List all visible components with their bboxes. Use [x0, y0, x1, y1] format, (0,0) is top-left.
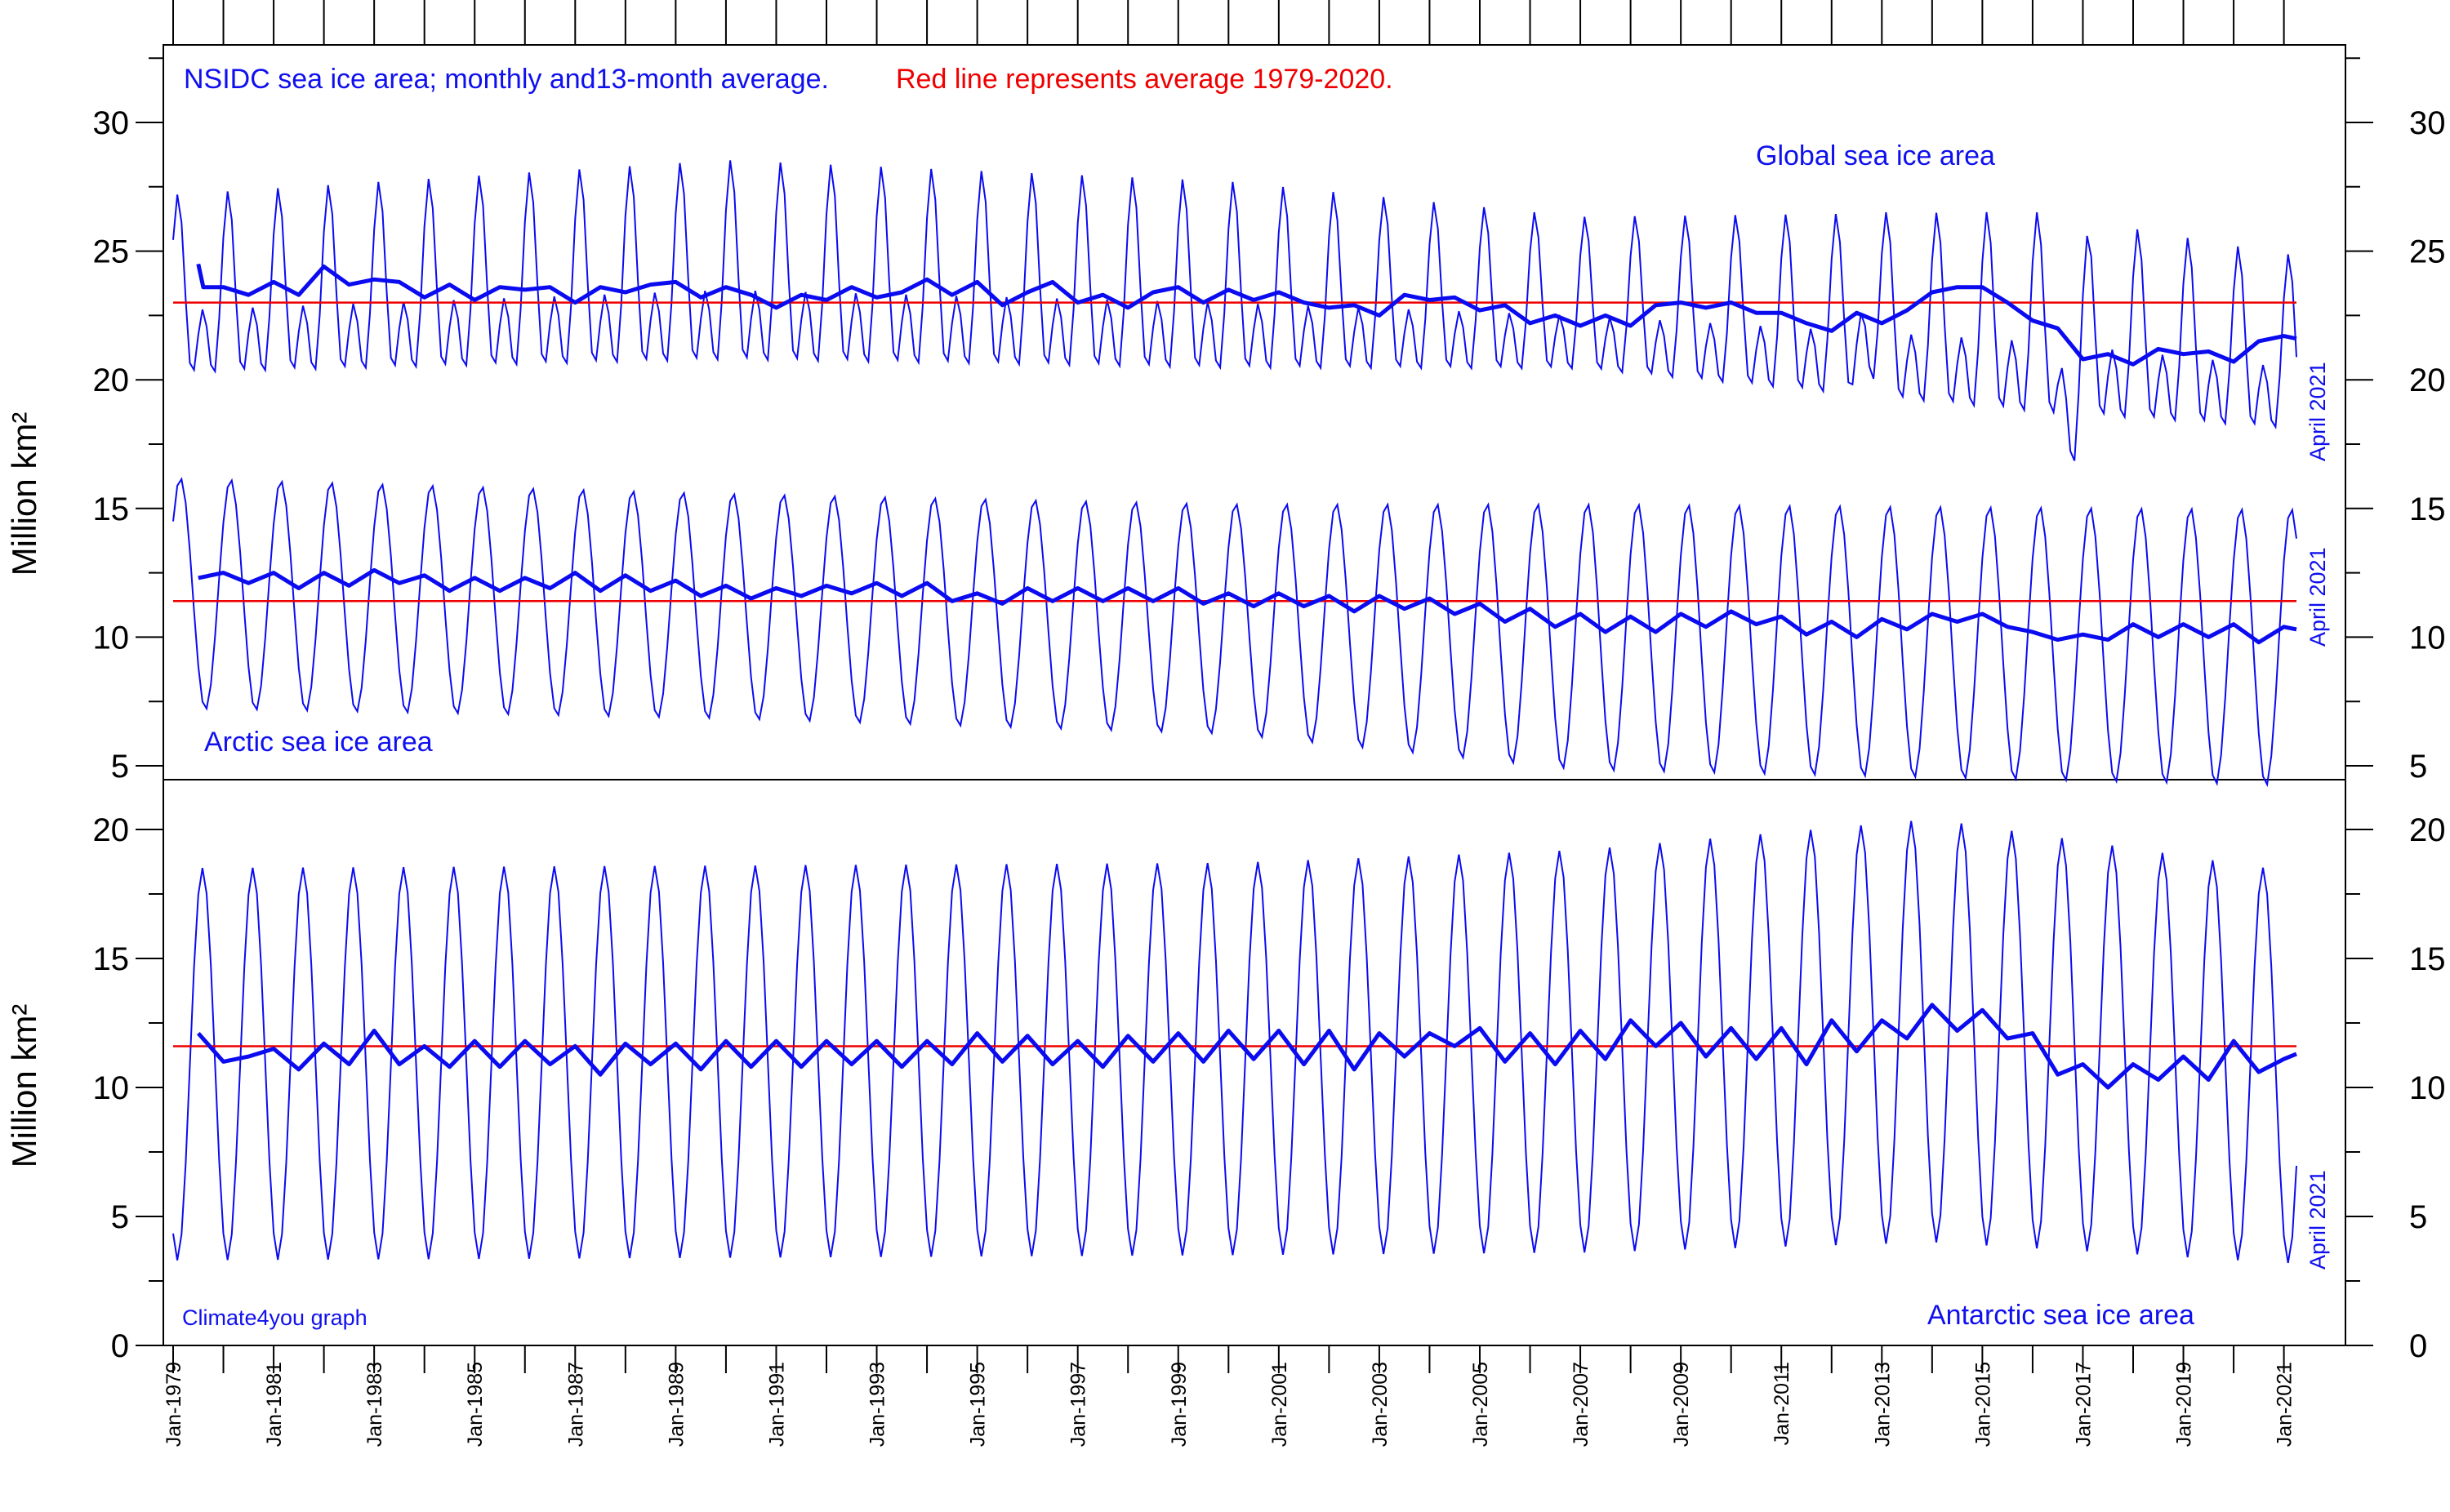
x-tick-label: Jan-2013 [1871, 1362, 1894, 1447]
monthly-line-1 [172, 477, 2297, 788]
y-tick-label-right: 15 [2409, 491, 2446, 527]
y-tick-label-right: 30 [2409, 105, 2446, 141]
y-tick-label-left: 20 [93, 812, 130, 848]
plot-frame [163, 44, 2346, 1346]
chart-title-red: Red line represents average 1979-2020. [896, 64, 1393, 95]
y-tick-label-right: 25 [2409, 234, 2446, 270]
avg13-line-0 [196, 263, 2297, 367]
avg13-line-0 [196, 1003, 2297, 1090]
monthly-line-0 [172, 820, 2297, 1264]
x-tick-label: Jan-1983 [363, 1362, 386, 1447]
x-tick-label: Jan-2015 [1971, 1362, 1994, 1447]
x-tick-label: Jan-2007 [1570, 1362, 1592, 1447]
x-tick-label: Jan-2011 [1771, 1362, 1793, 1445]
y-tick-label-left: 5 [111, 749, 129, 785]
y-tick-label-left: 5 [111, 1199, 129, 1235]
y-tick-label-left: 0 [111, 1328, 129, 1364]
panel-bottom: 0 0 5 5 10 10 15 15 20 20 [93, 812, 2446, 1364]
x-tick-label: Jan-1981 [263, 1362, 286, 1447]
x-tick-label: Jan-2021 [2274, 1362, 2296, 1447]
y-tick-label-right: 10 [2409, 1070, 2446, 1106]
y-axis-label-top: Million km² [5, 412, 43, 576]
antarctic-series-label: Antarctic sea ice area [1927, 1300, 2194, 1331]
x-tick-label: Jan-1989 [665, 1362, 688, 1447]
global-end-label: April 2021 [2305, 362, 2330, 461]
arctic-series-label: Arctic sea ice area [204, 727, 433, 758]
y-tick-label-right: 5 [2409, 749, 2427, 785]
y-tick-label-right: 15 [2409, 941, 2446, 977]
x-tick-label: Jan-1997 [1067, 1362, 1090, 1447]
antarctic-end-label: April 2021 [2305, 1170, 2330, 1270]
monthly-line-0 [172, 160, 2297, 461]
x-tick-label: Jan-1993 [866, 1362, 889, 1447]
y-tick-label-left: 15 [93, 941, 130, 977]
y-axis-label-bottom: Million km² [5, 1004, 43, 1168]
x-tick-label: Jan-1985 [464, 1362, 487, 1447]
x-tick-label: Jan-2019 [2173, 1362, 2196, 1447]
x-tick-label: Jan-1987 [564, 1362, 587, 1447]
credit-label: Climate4you graph [182, 1305, 368, 1330]
arctic-end-label: April 2021 [2305, 547, 2330, 647]
y-tick-label-left: 10 [93, 620, 130, 656]
x-tick-label: Jan-2003 [1369, 1362, 1392, 1447]
y-tick-label-right: 10 [2409, 620, 2446, 656]
y-tick-label-left: 10 [93, 1070, 130, 1106]
y-tick-label-left: 25 [93, 234, 130, 270]
y-tick-label-left: 30 [93, 105, 130, 141]
avg13-line-1 [198, 567, 2297, 645]
x-tick-label: Jan-2001 [1268, 1362, 1291, 1447]
y-tick-label-right: 0 [2409, 1328, 2427, 1364]
y-tick-label-right: 20 [2409, 812, 2446, 848]
x-tick-label: Jan-1979 [163, 1362, 185, 1447]
x-tick-label: Jan-2009 [1670, 1362, 1693, 1447]
panel-top: 5 5 10 10 15 15 20 20 25 25 30 30 [93, 57, 2446, 788]
y-tick-label-left: 15 [93, 491, 130, 527]
top-x-ticks [172, 0, 2285, 45]
x-tick-label: Jan-1995 [967, 1362, 990, 1447]
x-tick-label: Jan-1999 [1168, 1362, 1191, 1447]
chart-title-blue: NSIDC sea ice area; monthly and13-month … [184, 64, 829, 95]
y-tick-label-right: 20 [2409, 362, 2446, 398]
y-tick-label-left: 20 [93, 362, 130, 398]
y-tick-label-right: 5 [2409, 1199, 2427, 1235]
global-series-label: Global sea ice area [1756, 140, 1995, 171]
bottom-x-ticks: Jan-1979 Jan-1981 Jan-1983 Jan-1985 Jan-1987… [163, 1345, 2296, 1447]
x-tick-label: Jan-1991 [765, 1362, 788, 1447]
x-tick-label: Jan-2017 [2072, 1362, 2095, 1447]
x-tick-label: Jan-2005 [1469, 1362, 1492, 1447]
